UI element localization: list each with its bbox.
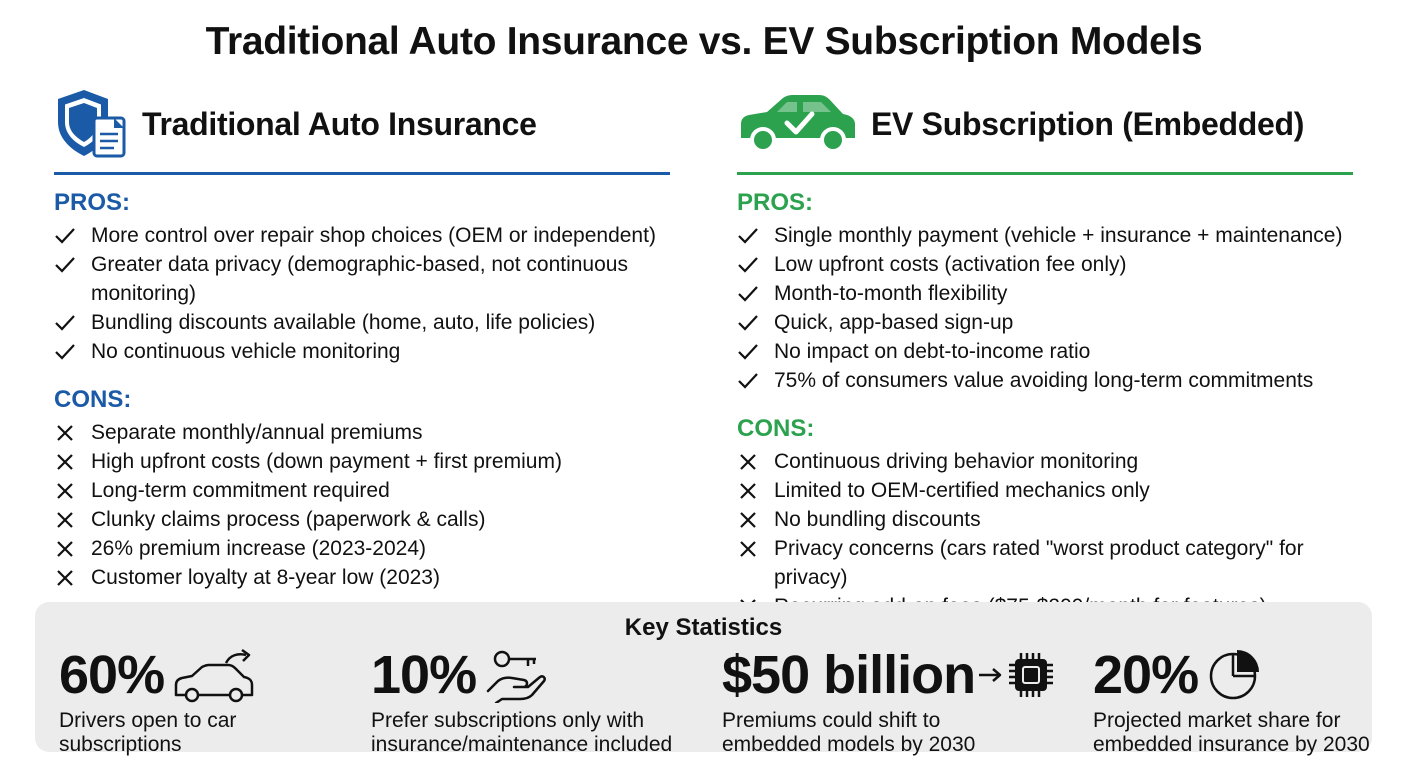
check-icon (55, 228, 75, 244)
stat-premiums-shift: $50 billion Premiums could shift to embe… (722, 642, 1057, 756)
traditional-heading: Traditional Auto Insurance (142, 106, 537, 142)
check-icon (738, 257, 758, 273)
stat-value: $50 billion (722, 645, 976, 705)
key-statistics-panel: Key Statistics 60% Drivers open to car s… (35, 602, 1372, 756)
list-item: High upfront costs (down payment + first… (54, 447, 670, 476)
ev-heading: EV Subscription (Embedded) (871, 106, 1305, 142)
check-icon (738, 344, 758, 360)
ev-cons-list: Continuous driving behavior monitoring L… (737, 447, 1353, 621)
stat-description-line2: embedded models by 2030 (722, 733, 976, 756)
list-item: Single monthly payment (vehicle + insura… (737, 221, 1353, 250)
traditional-cons-list: Separate monthly/annual premiums High up… (54, 418, 670, 592)
car-check-icon (741, 95, 855, 153)
list-item: Privacy concerns (cars rated "worst prod… (737, 534, 1353, 592)
stat-description-line2: insurance/maintenance included (371, 733, 673, 756)
list-item: Customer loyalty at 8-year low (2023) (54, 563, 670, 592)
traditional-pros-list: More control over repair shop choices (O… (54, 221, 670, 366)
list-item: Greater data privacy (demographic-based,… (54, 250, 670, 308)
list-item: 26% premium increase (2023-2024) (54, 534, 670, 563)
check-icon (55, 315, 75, 331)
list-item: Bundling discounts available (home, auto… (54, 308, 670, 337)
page-title: Traditional Auto Insurance vs. EV Subscr… (205, 20, 1203, 63)
traditional-divider (54, 172, 670, 175)
traditional-pros-label: PROS: (54, 189, 131, 216)
ev-cons-label: CONS: (737, 415, 815, 442)
stat-value: 20% (1093, 645, 1199, 705)
stat-drivers-open: 60% Drivers open to car subscriptions (59, 642, 258, 756)
ev-header: EV Subscription (Embedded) (737, 86, 1353, 172)
x-icon (57, 541, 73, 557)
stat-market-share: 20% Projected market share for embedded … (1093, 642, 1370, 756)
stat-description-line1: Prefer subscriptions only with (371, 709, 645, 732)
list-item: Clunky claims process (paperwork & calls… (54, 505, 670, 534)
shield-document-icon (58, 90, 126, 158)
stat-prefer-subscriptions: 10% Prefer subscriptions only with insur… (371, 642, 672, 756)
stat-description-line1: Premiums could shift to (722, 709, 941, 732)
check-icon (738, 286, 758, 302)
stat-description-line1: Drivers open to car (59, 709, 237, 732)
x-icon (740, 541, 756, 557)
check-icon (738, 315, 758, 331)
stat-value: 10% (371, 645, 477, 705)
traditional-column: Traditional Auto Insurance PROS: More co… (54, 86, 670, 592)
x-icon (57, 512, 73, 528)
check-icon (55, 344, 75, 360)
x-icon (740, 512, 756, 528)
list-item: Limited to OEM-certified mechanics only (737, 476, 1353, 505)
ev-pros-label: PROS: (737, 189, 814, 216)
list-item: 75% of consumers value avoiding long-ter… (737, 366, 1353, 395)
check-icon (738, 228, 758, 244)
check-icon (55, 257, 75, 273)
x-icon (57, 483, 73, 499)
list-item: No bundling discounts (737, 505, 1353, 534)
car-share-arrow-icon (174, 648, 254, 703)
arrow-chip-icon (979, 653, 1054, 697)
check-icon (738, 373, 758, 389)
stat-description-line2: embedded insurance by 2030 (1093, 733, 1370, 756)
x-icon (740, 483, 756, 499)
traditional-cons-label: CONS: (54, 386, 132, 413)
list-item: Month-to-month flexibility (737, 279, 1353, 308)
stat-description-line2: subscriptions (59, 733, 182, 756)
list-item: Low upfront costs (activation fee only) (737, 250, 1353, 279)
list-item: Separate monthly/annual premiums (54, 418, 670, 447)
list-item: Long-term commitment required (54, 476, 670, 505)
list-item: More control over repair shop choices (O… (54, 221, 670, 250)
list-item: No impact on debt-to-income ratio (737, 337, 1353, 366)
list-item: No continuous vehicle monitoring (54, 337, 670, 366)
pie-chart-icon (1209, 650, 1260, 700)
stat-value: 60% (59, 645, 165, 705)
list-item: Quick, app-based sign-up (737, 308, 1353, 337)
ev-divider (737, 172, 1353, 175)
x-icon (57, 425, 73, 441)
traditional-header: Traditional Auto Insurance (54, 86, 670, 172)
x-icon (740, 454, 756, 470)
stat-description-line1: Projected market share for (1093, 709, 1341, 732)
ev-column: EV Subscription (Embedded) PROS: Single … (737, 86, 1353, 621)
x-icon (57, 570, 73, 586)
x-icon (57, 454, 73, 470)
key-statistics-title: Key Statistics (624, 614, 783, 641)
list-item: Continuous driving behavior monitoring (737, 447, 1353, 476)
hand-key-icon (486, 650, 546, 703)
ev-pros-list: Single monthly payment (vehicle + insura… (737, 221, 1353, 395)
